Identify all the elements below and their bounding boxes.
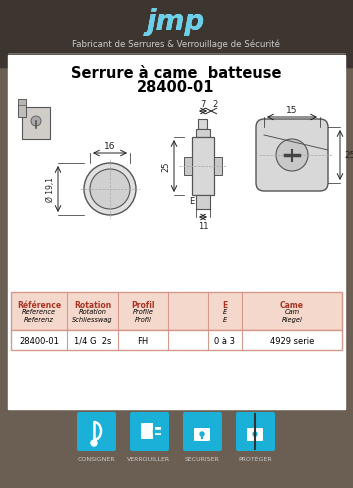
Bar — [0, 0, 353, 68]
Bar — [153, 427, 161, 435]
Bar — [198, 120, 207, 130]
Text: E: E — [223, 316, 227, 323]
Bar — [196, 196, 210, 209]
FancyBboxPatch shape — [236, 412, 275, 451]
FancyBboxPatch shape — [256, 120, 328, 192]
Bar — [140, 422, 154, 440]
Text: E: E — [222, 301, 228, 309]
Text: E: E — [223, 308, 227, 314]
Text: jmp: jmp — [147, 8, 205, 36]
Text: 25: 25 — [344, 151, 353, 160]
Text: 28400-01: 28400-01 — [137, 81, 215, 95]
Bar — [18, 100, 26, 118]
Text: VERROUILLER: VERROUILLER — [127, 456, 170, 461]
FancyBboxPatch shape — [183, 412, 222, 451]
Text: Serrure à came  batteuse: Serrure à came batteuse — [71, 66, 281, 81]
Text: Ø 19,1: Ø 19,1 — [46, 177, 55, 202]
Text: FH: FH — [137, 336, 149, 345]
Text: 2: 2 — [213, 100, 218, 109]
Text: Reference: Reference — [22, 308, 56, 314]
Text: Cam: Cam — [285, 308, 300, 314]
Text: 7: 7 — [200, 100, 206, 109]
Text: Schliesswag: Schliesswag — [72, 316, 113, 323]
Text: E: E — [189, 196, 194, 205]
FancyBboxPatch shape — [77, 412, 116, 451]
Circle shape — [91, 440, 97, 446]
Bar — [18, 100, 26, 106]
Bar — [11, 330, 342, 350]
Text: 15: 15 — [286, 106, 298, 115]
Bar — [8, 56, 345, 409]
Bar — [22, 108, 50, 140]
Circle shape — [276, 140, 308, 172]
Text: Rotation: Rotation — [74, 301, 111, 309]
Bar — [192, 138, 214, 196]
Bar — [214, 158, 222, 176]
Circle shape — [200, 432, 204, 436]
Text: SÉCURISER: SÉCURISER — [185, 456, 219, 461]
Text: 25: 25 — [161, 162, 170, 172]
FancyBboxPatch shape — [247, 428, 263, 441]
Text: 16: 16 — [104, 142, 116, 151]
Text: Riegel: Riegel — [282, 316, 303, 323]
Text: Profile: Profile — [132, 308, 154, 314]
Circle shape — [253, 432, 257, 436]
Text: jmp: jmp — [147, 8, 205, 36]
Text: 1/4 G  2s: 1/4 G 2s — [74, 336, 111, 345]
Circle shape — [31, 117, 41, 127]
Text: PROTÉGER: PROTÉGER — [238, 456, 272, 461]
FancyBboxPatch shape — [130, 412, 169, 451]
Text: Rotation: Rotation — [78, 308, 107, 314]
Text: 0 à 3: 0 à 3 — [215, 336, 235, 345]
Text: Fabricant de Serrures & Verrouillage de Sécurité: Fabricant de Serrures & Verrouillage de … — [72, 39, 280, 49]
Bar — [11, 292, 342, 330]
Text: Came: Came — [280, 301, 304, 309]
Text: 28400-01: 28400-01 — [19, 336, 59, 345]
Text: Referenz: Referenz — [24, 316, 54, 323]
Text: CONSIGNER: CONSIGNER — [77, 456, 115, 461]
Text: Profil: Profil — [131, 301, 155, 309]
Bar — [196, 130, 210, 138]
Text: 11: 11 — [198, 222, 208, 230]
Text: 4929 serie: 4929 serie — [270, 336, 314, 345]
Circle shape — [84, 163, 136, 216]
Text: Référence: Référence — [17, 301, 61, 309]
FancyBboxPatch shape — [194, 428, 210, 441]
Bar — [140, 422, 154, 440]
Text: Profil: Profil — [134, 316, 151, 323]
Bar — [184, 158, 192, 176]
Circle shape — [90, 170, 130, 209]
